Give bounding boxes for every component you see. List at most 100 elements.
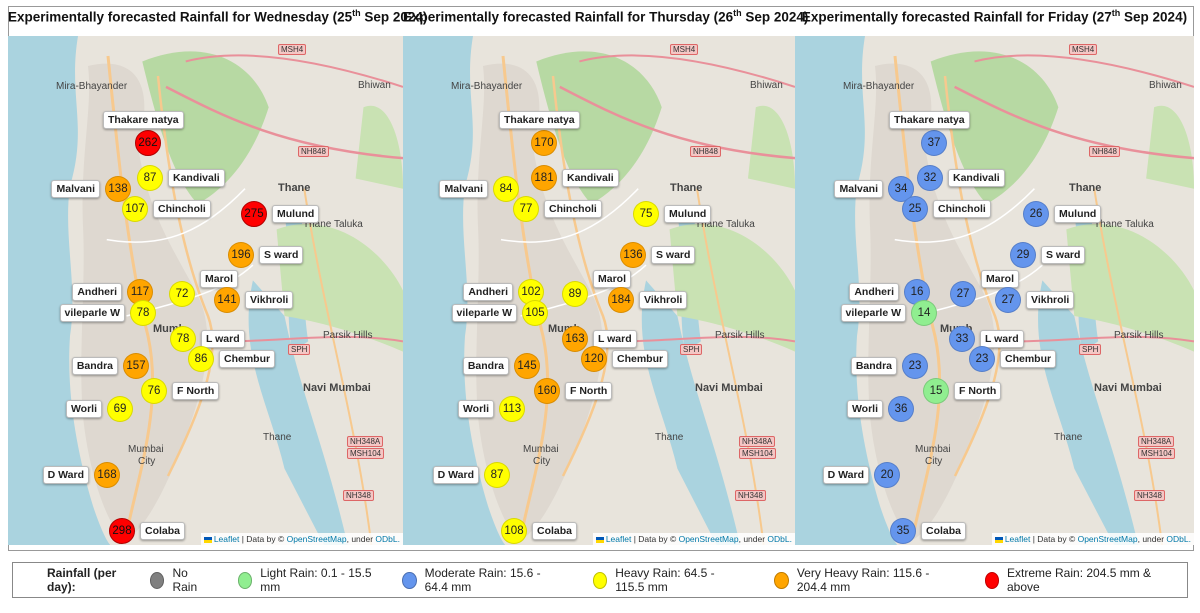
map-label-mumbai: Mumbai: [915, 444, 951, 455]
leaflet-link[interactable]: Leaflet: [213, 534, 240, 544]
rainfall-marker-f-north[interactable]: 15: [923, 378, 949, 404]
rainfall-marker-chembur[interactable]: 86: [188, 346, 214, 372]
rainfall-marker-vikhroli[interactable]: 184: [608, 287, 634, 313]
rainfall-marker-l-ward[interactable]: 163: [562, 326, 588, 352]
rainfall-marker-vileparle-w[interactable]: 78: [130, 300, 156, 326]
map-label-thane-creek: Thane: [1054, 432, 1083, 443]
rainfall-marker-d-ward[interactable]: 87: [484, 462, 510, 488]
osm-link[interactable]: OpenStreetMap: [1077, 534, 1138, 544]
map-label-thane-taluka: Thane Taluka: [695, 219, 755, 230]
rainfall-marker-colaba[interactable]: 108: [501, 518, 527, 544]
map-label-thane-creek: Thane: [263, 432, 292, 443]
rainfall-marker-andheri[interactable]: 102: [518, 279, 544, 305]
rainfall-marker-chincholi[interactable]: 77: [513, 196, 539, 222]
station-label-worli: Worli: [65, 400, 102, 418]
station-label-vikhroli: Vikhroli: [245, 291, 294, 309]
station-label-l-ward: L ward: [980, 330, 1024, 348]
map-label-mumbai: Mumbai: [128, 444, 164, 455]
map-label-city: City: [925, 456, 943, 467]
map-label-parsik-hills: Parsik Hills: [715, 330, 765, 341]
station-label-f-north: F North: [172, 382, 220, 400]
road-label-sph: SPH: [1079, 344, 1102, 355]
rainfall-marker-thakare-natya[interactable]: 262: [135, 130, 161, 156]
rainfall-marker-thakare-natya[interactable]: 170: [531, 130, 557, 156]
station-label-vileparle-w: vileparle W: [59, 304, 125, 322]
map-label-bhiwandi: Bhiwan: [358, 80, 391, 91]
rainfall-marker-mulund[interactable]: 26: [1023, 201, 1049, 227]
rainfall-marker-malvani[interactable]: 34: [888, 176, 914, 202]
rainfall-marker-vikhroli[interactable]: 141: [214, 287, 240, 313]
osm-link[interactable]: OpenStreetMap: [286, 534, 347, 544]
odbl-link[interactable]: ODbL.: [375, 534, 400, 544]
rainfall-marker-l-ward[interactable]: 78: [170, 326, 196, 352]
rainfall-marker-chembur[interactable]: 23: [969, 346, 995, 372]
road-label-nh348: NH348: [1134, 490, 1165, 501]
map-attribution: Leaflet | Data by © OpenStreetMap, under…: [592, 533, 795, 545]
rainfall-marker-chincholi[interactable]: 25: [902, 196, 928, 222]
rainfall-marker-vileparle-w[interactable]: 14: [911, 300, 937, 326]
ukraine-flag-icon: [595, 536, 604, 543]
rainfall-marker-bandra[interactable]: 23: [902, 353, 928, 379]
rainfall-marker-malvani[interactable]: 84: [493, 176, 519, 202]
map-area[interactable]: Mira-Bhayander Bhiwan Thane Thane Taluka…: [795, 36, 1194, 545]
station-label-andheri: Andheri: [849, 283, 899, 301]
road-label-nh348: NH348: [343, 490, 374, 501]
rainfall-marker-f-north[interactable]: 76: [141, 378, 167, 404]
road-label-msh104: MSH104: [347, 448, 385, 459]
map-label-thane-taluka: Thane Taluka: [303, 219, 363, 230]
station-label-bandra: Bandra: [71, 357, 118, 375]
rainfall-legend: Rainfall (per day): No Rain Light Rain: …: [12, 562, 1188, 598]
rainfall-marker-l-ward[interactable]: 33: [949, 326, 975, 352]
odbl-link[interactable]: ODbL.: [767, 534, 792, 544]
legend-item-very-heavy-rain: Very Heavy Rain: 115.6 - 204.4 mm: [774, 566, 954, 594]
rainfall-marker-s-ward[interactable]: 136: [620, 242, 646, 268]
rainfall-marker-colaba[interactable]: 35: [890, 518, 916, 544]
station-label-s-ward: S ward: [651, 246, 696, 264]
rainfall-marker-kandivali[interactable]: 181: [531, 165, 557, 191]
rainfall-marker-f-north[interactable]: 160: [534, 378, 560, 404]
rainfall-marker-bandra[interactable]: 157: [123, 353, 149, 379]
rainfall-marker-d-ward[interactable]: 168: [94, 462, 120, 488]
rainfall-marker-kandivali[interactable]: 87: [137, 165, 163, 191]
rainfall-marker-s-ward[interactable]: 196: [228, 242, 254, 268]
rainfall-marker-s-ward[interactable]: 29: [1010, 242, 1036, 268]
rainfall-marker-marol[interactable]: 72: [169, 281, 195, 307]
map-area[interactable]: Mira-Bhayander Bhiwan Thane Thane Taluka…: [403, 36, 795, 545]
map-area[interactable]: Mira-Bhayander Bhiwan Thane Thane Taluka…: [8, 36, 403, 545]
rainfall-marker-chincholi[interactable]: 107: [122, 196, 148, 222]
rainfall-marker-bandra[interactable]: 145: [514, 353, 540, 379]
rainfall-marker-marol[interactable]: 89: [562, 281, 588, 307]
rainfall-marker-worli[interactable]: 36: [888, 396, 914, 422]
station-label-d-ward: D Ward: [432, 466, 479, 484]
rainfall-marker-worli[interactable]: 113: [499, 396, 525, 422]
odbl-link[interactable]: ODbL.: [1166, 534, 1191, 544]
station-label-kandivali: Kandivali: [562, 169, 619, 187]
map-label-bhiwandi: Bhiwan: [750, 80, 783, 91]
rainfall-marker-malvani[interactable]: 138: [105, 176, 131, 202]
ukraine-flag-icon: [203, 536, 212, 543]
rainfall-marker-chembur[interactable]: 120: [581, 346, 607, 372]
rainfall-marker-vikhroli[interactable]: 27: [995, 287, 1021, 313]
rainfall-marker-kandivali[interactable]: 32: [917, 165, 943, 191]
station-label-worli: Worli: [457, 400, 494, 418]
rainfall-marker-mulund[interactable]: 275: [241, 201, 267, 227]
rainfall-marker-mulund[interactable]: 75: [633, 201, 659, 227]
road-label-nh848: NH848: [298, 146, 329, 157]
forecast-panel-2: Experimentally forecasted Rainfall for T…: [403, 0, 808, 545]
rainfall-marker-thakare-natya[interactable]: 37: [921, 130, 947, 156]
rainfall-marker-colaba[interactable]: 298: [109, 518, 135, 544]
rainfall-marker-marol[interactable]: 27: [950, 281, 976, 307]
map-label-parsik-hills: Parsik Hills: [323, 330, 373, 341]
leaflet-link[interactable]: Leaflet: [1004, 534, 1031, 544]
forecast-panel-3: Experimentally forecasted Rainfall for F…: [795, 0, 1194, 545]
leaflet-link[interactable]: Leaflet: [605, 534, 632, 544]
legend-label: Light Rain: 0.1 - 15.5 mm: [260, 566, 372, 594]
station-label-marol: Marol: [200, 270, 239, 288]
rainfall-marker-worli[interactable]: 69: [107, 396, 133, 422]
rainfall-marker-d-ward[interactable]: 20: [874, 462, 900, 488]
rainfall-marker-vileparle-w[interactable]: 105: [522, 300, 548, 326]
map-label-thane-creek: Thane: [655, 432, 684, 443]
legend-item-moderate-rain: Moderate Rain: 15.6 - 64.4 mm: [402, 566, 563, 594]
legend-swatch: [402, 571, 417, 589]
osm-link[interactable]: OpenStreetMap: [678, 534, 739, 544]
